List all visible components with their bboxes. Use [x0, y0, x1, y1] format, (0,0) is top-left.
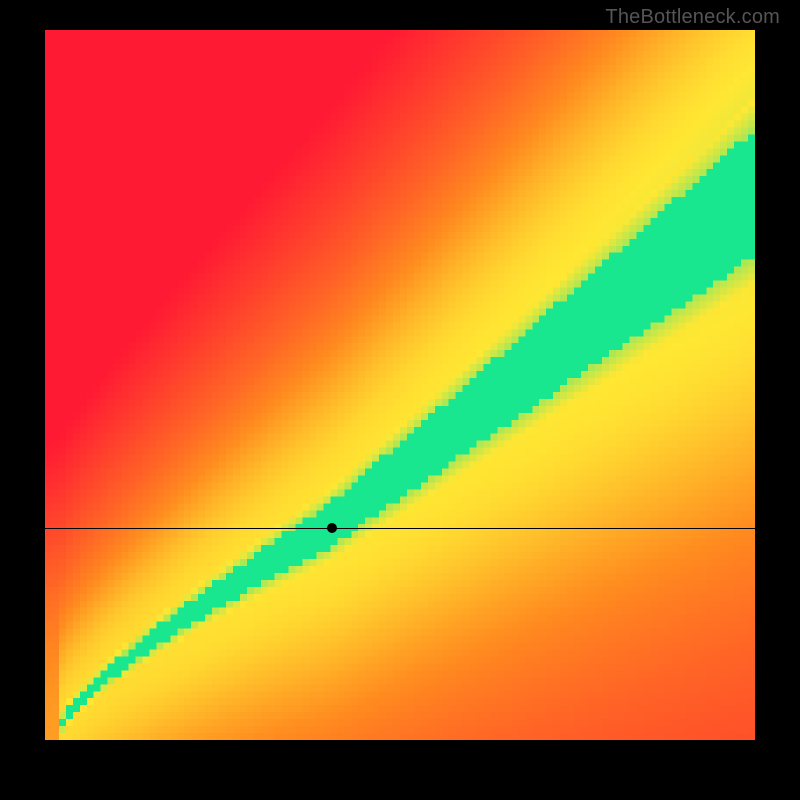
crosshair-vertical [332, 740, 333, 800]
data-point-marker [327, 523, 337, 533]
watermark-text: TheBottleneck.com [605, 6, 780, 29]
heatmap-plot [45, 30, 755, 740]
heatmap-canvas [45, 30, 755, 740]
crosshair-horizontal [45, 528, 755, 529]
chart-container: TheBottleneck.com [0, 0, 800, 800]
